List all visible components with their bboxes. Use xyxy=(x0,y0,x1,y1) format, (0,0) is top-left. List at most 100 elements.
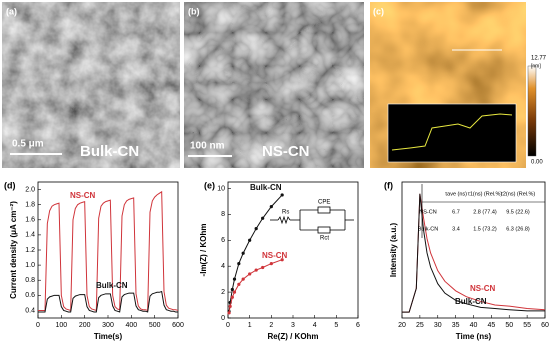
series-label: Bulk-CN xyxy=(96,281,128,290)
series-label: NS-CN xyxy=(70,191,96,200)
y-tick-label: 4 xyxy=(221,263,225,270)
data-point xyxy=(280,193,284,197)
table-cell: 6.3 (26.8) xyxy=(506,226,530,232)
data-point xyxy=(228,304,232,308)
series-label: Bulk-CN xyxy=(250,183,282,192)
x-tick-label: 5 xyxy=(334,322,338,329)
data-point xyxy=(248,238,252,242)
colorbar xyxy=(527,65,537,157)
table-header: τave (ns) xyxy=(445,191,467,197)
series-line xyxy=(38,290,178,313)
data-point xyxy=(230,287,234,292)
data-point xyxy=(237,282,241,286)
series-line xyxy=(38,190,179,312)
series-label: NS-CN xyxy=(262,251,288,260)
x-tick-label: 0 xyxy=(36,322,40,329)
data-point xyxy=(261,265,265,270)
x-tick-label: 45 xyxy=(487,322,495,329)
panel-label: (b) xyxy=(188,6,200,16)
panel-label: (e) xyxy=(204,180,215,190)
circuit-label: Rs xyxy=(282,210,289,216)
series-line xyxy=(228,259,283,313)
data-point xyxy=(254,268,258,272)
x-tick-label: 300 xyxy=(102,322,114,329)
y-tick-label: 1.8 xyxy=(25,202,35,209)
table-cell: Bulk-CN xyxy=(418,226,439,232)
y-tick-label: 1.6 xyxy=(25,217,35,224)
data-point xyxy=(269,205,273,209)
x-tick-label: 1 xyxy=(248,322,252,329)
x-tick-label: 200 xyxy=(79,322,91,329)
x-tick-label: 400 xyxy=(125,322,137,329)
data-point xyxy=(261,216,265,220)
circuit-label: CPE xyxy=(318,200,330,206)
panel-label: (d) xyxy=(4,180,16,190)
table-cell: NS-CN xyxy=(419,209,436,215)
x-tick-label: 40 xyxy=(470,322,478,329)
data-point xyxy=(254,227,258,231)
y-tick-label: 1.2 xyxy=(25,247,35,254)
x-tick-label: 6 xyxy=(356,322,360,329)
y-tick-label: 8 xyxy=(221,211,225,218)
x-axis-label: Time (ns) xyxy=(456,332,492,341)
x-tick-label: 2 xyxy=(269,322,273,329)
x-tick-label: 4 xyxy=(313,322,317,329)
x-tick-label: 50 xyxy=(505,322,513,329)
sem-image xyxy=(184,2,364,168)
sem-image xyxy=(2,2,180,168)
data-point xyxy=(241,277,245,281)
table-cell: 2.8 (77.4) xyxy=(473,209,497,215)
y-axis-label: -Im(Z) / KOhm xyxy=(199,224,208,277)
circuit-inset xyxy=(270,206,354,234)
y-tick-label: 0.6 xyxy=(25,292,35,299)
data-point xyxy=(237,262,241,266)
x-tick-label: 25 xyxy=(416,322,424,329)
x-tick-label: 3 xyxy=(291,322,295,329)
x-tick-label: 30 xyxy=(434,322,442,329)
table-header: τ2(ns) (Rel.%) xyxy=(501,191,536,197)
x-axis-label: Re(Z) / KOhm xyxy=(267,332,318,341)
circuit-label: Rct xyxy=(320,236,329,242)
colorbar-unit: [nm] xyxy=(531,63,541,69)
x-tick-label: 55 xyxy=(523,322,531,329)
data-point xyxy=(280,258,284,262)
data-point xyxy=(241,251,245,255)
y-tick-label: 1.0 xyxy=(25,262,35,269)
data-point xyxy=(232,277,237,281)
image-caption: NS-CN xyxy=(262,143,310,160)
colorbar-max: 12.77 xyxy=(531,56,547,62)
series-label: NS-CN xyxy=(470,284,496,293)
table-cell: 3.4 xyxy=(452,226,460,232)
panel-label: (f) xyxy=(384,180,393,190)
image-caption: Bulk-CN xyxy=(80,143,139,160)
x-tick-label: 0 xyxy=(226,322,230,329)
table-header: τ1(ns) (Rel.%) xyxy=(468,191,503,197)
data-point xyxy=(227,311,231,315)
x-tick-label: 20 xyxy=(398,322,406,329)
y-tick-label: 0.4 xyxy=(25,307,35,314)
data-point xyxy=(232,290,237,294)
x-tick-label: 100 xyxy=(55,322,67,329)
plot-frame xyxy=(227,181,359,319)
x-tick-label: 60 xyxy=(541,322,549,329)
table-cell: 9.5 (22.6) xyxy=(506,209,530,215)
panel-label: (c) xyxy=(373,6,384,16)
y-axis-label: Intensity (a.u.) xyxy=(389,223,398,278)
x-tick-label: 35 xyxy=(452,322,460,329)
y-tick-label: 1.4 xyxy=(25,232,35,239)
y-tick-label: 6 xyxy=(221,237,225,244)
table-cell: 6.7 xyxy=(452,209,460,215)
y-axis-label: Current density (μA cm⁻²) xyxy=(9,201,18,299)
y-tick-label: 0.8 xyxy=(25,277,35,284)
height-profile-inset xyxy=(387,103,517,163)
data-point xyxy=(269,262,273,266)
height-profile xyxy=(391,113,513,151)
table-cell: 1.5 (73.2) xyxy=(473,226,497,232)
panel-label: (a) xyxy=(6,6,17,16)
data-point xyxy=(230,295,234,299)
scale-bar-label: 0.5 μm xyxy=(12,139,44,150)
y-tick-label: 0 xyxy=(221,315,225,322)
x-tick-label: 600 xyxy=(172,322,184,329)
